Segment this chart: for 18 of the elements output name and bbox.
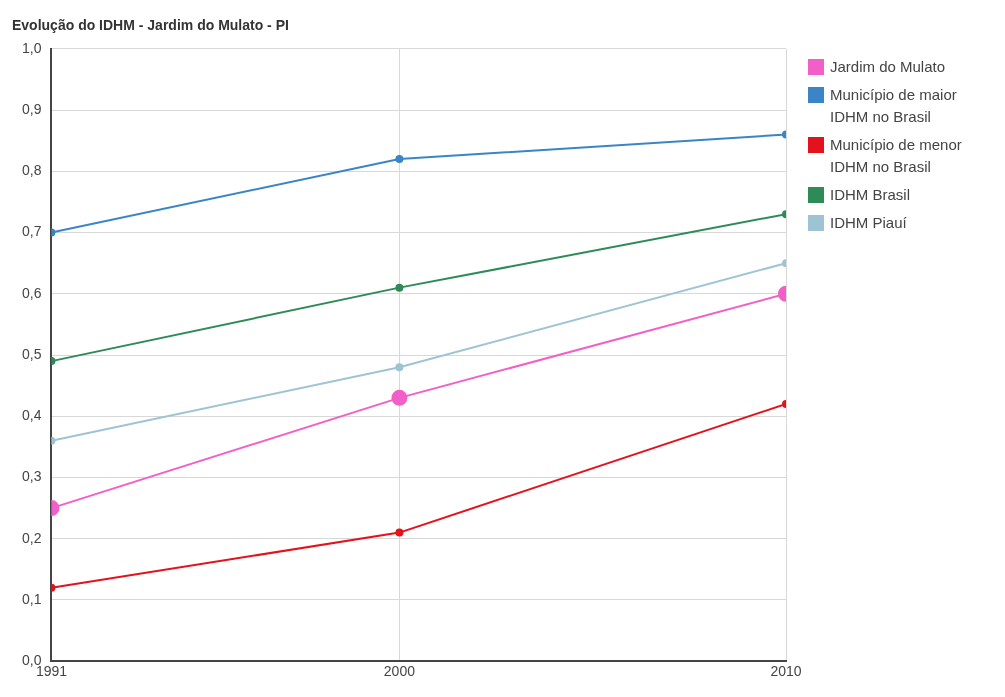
y-tick-label: 0,5 bbox=[21, 345, 42, 362]
y-tick-label: 0,4 bbox=[21, 407, 42, 424]
y-tick-label: 1,0 bbox=[21, 39, 42, 56]
legend-label: Município de menor IDHM no Brasil bbox=[830, 135, 963, 177]
y-tick-label: 0,6 bbox=[21, 284, 42, 301]
x-tick-label: 2000 bbox=[383, 663, 416, 680]
chart-title: Evolução do IDHM - Jardim do Mulato - PI bbox=[12, 17, 289, 34]
y-tick-label: 0,3 bbox=[21, 468, 42, 485]
x-tick-label: 2010 bbox=[770, 663, 802, 680]
legend-label: Jardim do Mulato bbox=[830, 57, 946, 77]
y-tick-label: 0,8 bbox=[21, 162, 42, 179]
y-tick-label: 0,2 bbox=[21, 529, 42, 546]
legend-label: IDHM Piauí bbox=[830, 213, 907, 233]
y-tick-label: 0,1 bbox=[21, 590, 42, 607]
y-tick-label: 0,7 bbox=[21, 223, 42, 240]
legend-label: Município de maior IDHM no Brasil bbox=[830, 85, 958, 127]
legend-label: IDHM Brasil bbox=[830, 185, 911, 205]
y-tick-label: 0,9 bbox=[21, 100, 42, 117]
